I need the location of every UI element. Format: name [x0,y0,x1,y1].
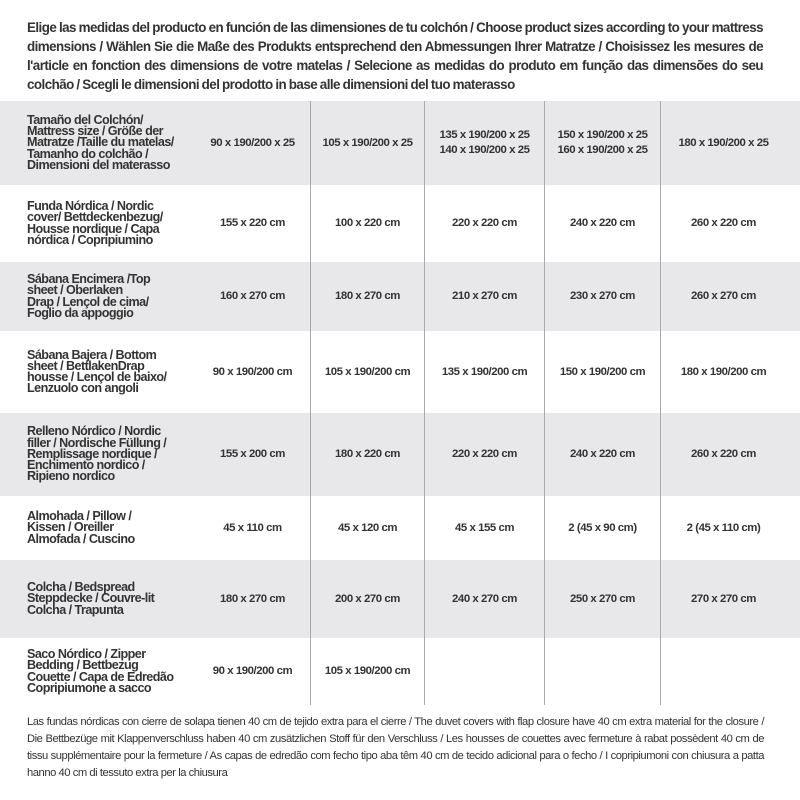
table-cell: 180 x 220 cm [335,448,400,460]
column-divider [310,101,311,705]
row-label: Relleno Nórdico / Nordic filler / Nordis… [27,424,167,484]
table-cell: 220 x 220 cm [452,448,517,460]
table-cell: 2 (45 x 90 cm) [568,521,637,534]
column-divider [544,101,545,705]
table-row-zipper-bedding: Saco Nórdico / Zipper Bedding / Bettbezu… [0,638,800,705]
table-cell: 240 x 270 cm [452,592,517,605]
table-cell: 150 x 190/200 cm [559,365,646,378]
table-cell: 90 x 190/200 x 25 [210,136,295,149]
table-cell: 270 x 270 cm [691,592,756,605]
table-cell: 260 x 220 cm [691,217,756,229]
table-row-duvet-cover: Funda Nórdica / Nordic cover/ Bettdecken… [0,185,800,262]
table-cell: 45 x 155 cm [454,521,515,534]
table-cell: 260 x 220 cm [691,448,756,460]
table-cell: 105 x 190/200 x 25 [322,136,413,149]
table-cell: 210 x 270 cm [452,290,517,302]
table-cell: 45 x 120 cm [337,521,398,534]
row-label: Tamaño del Colchón/ Mattress size / Größ… [27,112,174,172]
table-cell: 180 x 190/200 cm [680,365,767,378]
table-cell: 90 x 190/200 cm [212,665,293,677]
table-cell: 135 x 190/200 cm [441,365,528,378]
row-label: Almohada / Pillow / Kissen / Oreiller Al… [27,509,135,546]
row-label: Funda Nórdica / Nordic cover/ Bettdecken… [27,199,163,247]
table-cell: 155 x 200 cm [220,448,285,460]
table-cell: 180 x 270 cm [335,290,400,302]
table-cell: 45 x 110 cm [223,521,282,534]
table-cell: 220 x 220 cm [452,217,517,229]
table-row-bottom-sheet: Sábana Bajera / Bottom sheet / Bettlaken… [0,331,800,413]
table-cell: 100 x 220 cm [335,217,400,229]
table-cell: 250 x 270 cm [570,592,635,605]
table-cell: 230 x 270 cm [570,290,635,302]
table-cell: 155 x 220 cm [220,217,285,229]
table-cell [661,638,786,705]
table-cell: 150 x 190/200 x 25 160 x 190/200 x 25 [557,129,648,156]
table-cell: 105 x 190/200 cm [324,665,411,677]
table-cell [545,638,660,705]
table-row-mattress-size: Tamaño del Colchón/ Mattress size / Größ… [0,101,800,185]
table-cell: 180 x 190/200 x 25 [678,136,769,149]
table-row-top-sheet: Sábana Encimera /Top sheet / Oberlaken D… [0,262,800,331]
column-divider [424,101,425,705]
table-cell: 90 x 190/200 cm [212,365,293,378]
table-cell: 2 (45 x 110 cm) [686,521,761,534]
table-cell: 135 x 190/200 x 25 140 x 190/200 x 25 [439,129,530,156]
intro-text: Elige las medidas del producto en funció… [27,20,764,92]
table-cell: 240 x 220 cm [570,448,635,460]
table-cell: 180 x 270 cm [220,592,285,605]
footer-note: Las fundas nórdicas con cierre de solapa… [27,716,764,779]
table-cell: 240 x 220 cm [570,217,635,229]
column-divider [660,101,661,705]
row-label: Sábana Encimera /Top sheet / Oberlaken D… [27,272,151,320]
table-cell: 105 x 190/200 cm [324,365,411,378]
row-label: Colcha / Bedspread Steppdecke / Couvre-l… [27,580,155,617]
table-row-bedspread: Colcha / Bedspread Steppdecke / Couvre-l… [0,560,800,638]
table-row-filler: Relleno Nórdico / Nordic filler / Nordis… [0,413,800,496]
row-label: Saco Nórdico / Zipper Bedding / Bettbezu… [27,647,174,695]
table-cell [425,638,544,705]
table-row-pillow: Almohada / Pillow / Kissen / Oreiller Al… [0,496,800,560]
table-cell: 160 x 270 cm [220,290,285,302]
row-label: Sábana Bajera / Bottom sheet / Bettlaken… [27,347,167,396]
table-cell: 200 x 270 cm [335,592,400,605]
table-cell: 260 x 270 cm [691,290,756,302]
